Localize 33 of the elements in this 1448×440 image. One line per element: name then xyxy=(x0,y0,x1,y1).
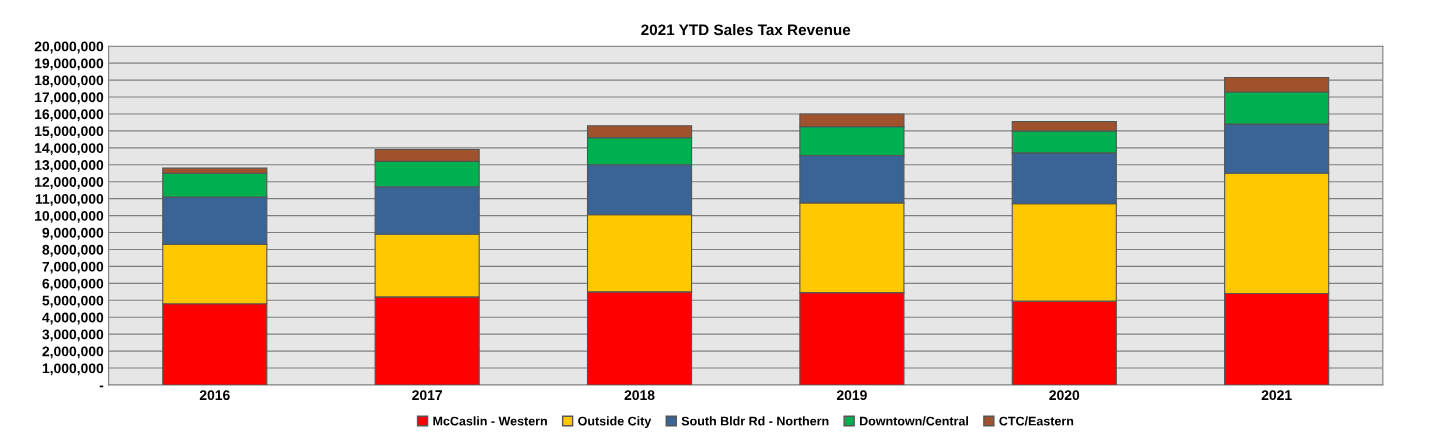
y-tick-label: 9,000,000 xyxy=(42,227,104,240)
y-tick-label: 11,000,000 xyxy=(35,193,104,206)
y-tick-label: 13,000,000 xyxy=(35,160,104,172)
y-tick-label: 7,000,000 xyxy=(42,261,104,274)
x-tick-label: 2020 xyxy=(1049,390,1080,401)
y-tick-label: 10,000,000 xyxy=(35,210,104,223)
legend-label: Downtown/Central xyxy=(859,416,968,426)
y-tick-label: 6,000,000 xyxy=(42,278,104,291)
y-tick-label: 1,000,000 xyxy=(42,363,104,376)
x-tick-label: 2019 xyxy=(836,390,867,401)
y-tick-label: 8,000,000 xyxy=(42,244,104,257)
y-tick-label: - xyxy=(99,385,104,388)
chart-title: 2021 YTD Sales Tax Revenue xyxy=(641,24,851,36)
y-tick-label: 16,000,000 xyxy=(35,109,104,122)
x-tick-label: 2021 xyxy=(1261,390,1292,401)
y-tick-label: 3,000,000 xyxy=(42,329,104,342)
x-tick-label: 2016 xyxy=(199,390,230,401)
y-tick-label: 2,000,000 xyxy=(42,346,104,359)
y-tick-label: 15,000,000 xyxy=(35,126,104,139)
legend-label: CTC/Eastern xyxy=(999,416,1074,426)
y-tick-label: 5,000,000 xyxy=(42,295,104,308)
y-tick-label: 20,000,000 xyxy=(34,41,104,54)
legend-label: Outside City xyxy=(578,416,652,428)
y-tick-label: 4,000,000 xyxy=(42,312,104,325)
legend-label: South Bldr Rd - Northern xyxy=(681,416,829,426)
x-tick-label: 2018 xyxy=(624,390,655,401)
y-tick-label: 19,000,000 xyxy=(35,58,104,71)
y-tick-label: 12,000,000 xyxy=(35,177,104,189)
x-tick-label: 2017 xyxy=(412,390,442,401)
y-tick-label: 17,000,000 xyxy=(35,92,104,105)
y-tick-label: 14,000,000 xyxy=(35,143,104,156)
y-tick-label: 18,000,000 xyxy=(35,75,104,88)
legend-label: McCaslin - Western xyxy=(433,416,547,426)
